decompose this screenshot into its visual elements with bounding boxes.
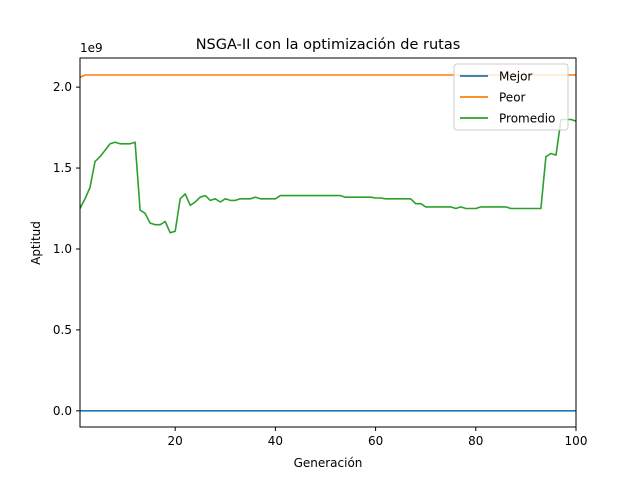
y-tick-label: 0.0	[53, 404, 72, 418]
series-line-promedio	[79, 118, 577, 234]
x-tick-label: 20	[168, 434, 183, 448]
y-tick-label: 2.0	[53, 80, 72, 94]
legend-label-peor: Peor	[499, 91, 526, 105]
x-tick-label: 100	[565, 434, 588, 448]
x-tick-label: 60	[368, 434, 383, 448]
legend: Mejor Peor Promedio	[453, 63, 569, 131]
plot-frame	[79, 57, 577, 428]
x-tick-label: 80	[468, 434, 483, 448]
y-tick-label: 1.0	[53, 242, 72, 256]
x-axis: 20 40 60 80 100	[168, 427, 588, 448]
chart-title: NSGA-II con la optimización de rutas	[196, 37, 461, 53]
x-tick-label: 40	[268, 434, 283, 448]
y-tick-label: 1.5	[53, 161, 72, 175]
y-offset-label: 1e9	[80, 41, 103, 55]
y-axis: 0.0 0.5 1.0 1.5 2.0	[53, 80, 80, 418]
legend-box	[453, 63, 569, 131]
y-tick-label: 0.5	[53, 323, 72, 337]
legend-label-promedio: Promedio	[499, 112, 555, 126]
x-axis-label: Generación	[294, 456, 363, 470]
y-axis-label: Aptitud	[29, 221, 43, 265]
legend-label-mejor: Mejor	[499, 70, 532, 84]
